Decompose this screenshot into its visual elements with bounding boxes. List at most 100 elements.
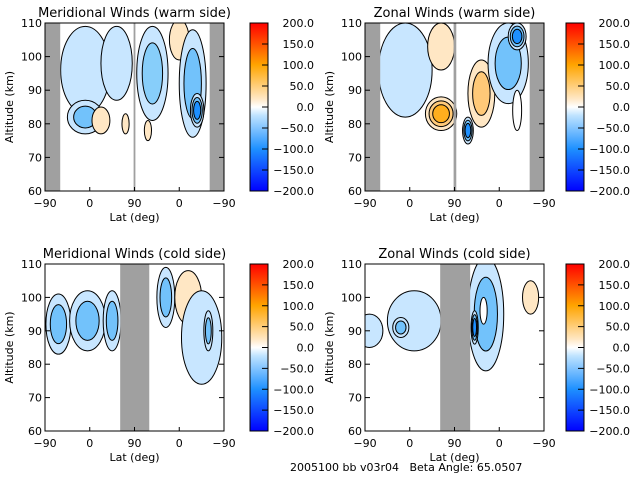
y-tick-label: 80: [28, 358, 42, 371]
contour-region: [159, 277, 173, 318]
colorbar-label: −100.0: [273, 383, 314, 396]
colorbar-label: −100.0: [589, 383, 630, 396]
y-axis-label: Altitude (km): [3, 71, 16, 143]
contour-region: [479, 296, 488, 325]
y-tick-label: 90: [28, 325, 42, 338]
colorbar-label: −50.0: [280, 122, 314, 135]
colorbar-label: 100.0: [599, 300, 631, 313]
colorbar-label: 200.0: [283, 258, 315, 271]
colorbar-label: −200.0: [273, 425, 314, 438]
x-axis-label: Lat (deg): [110, 211, 160, 224]
colorbar-label: −200.0: [589, 425, 630, 438]
contour-region: [105, 300, 119, 341]
contour-region: [427, 23, 455, 71]
x-tick-label: −90: [353, 437, 376, 450]
x-axis-label: Lat (deg): [430, 211, 480, 224]
y-tick-label: 80: [28, 118, 42, 131]
x-tick-label: 0: [86, 437, 93, 450]
contour-region: [472, 71, 491, 116]
colorbar-label: 150.0: [283, 279, 315, 292]
no-data-region: [529, 23, 544, 191]
x-tick-label: 0: [406, 437, 413, 450]
colorbar-label: 200.0: [599, 258, 631, 271]
colorbar-label: −100.0: [273, 143, 314, 156]
x-tick-label: 90: [448, 437, 462, 450]
contour-region: [522, 280, 540, 315]
y-axis-label: Altitude (km): [3, 311, 16, 383]
y-tick-label: 90: [348, 325, 362, 338]
contour-region: [395, 320, 407, 335]
y-tick-label: 110: [21, 17, 42, 30]
x-tick-label: −90: [33, 197, 56, 210]
x-tick-label: 0: [406, 197, 413, 210]
colorbar-label: −150.0: [589, 404, 630, 417]
no-data-region: [209, 23, 224, 191]
x-tick-label: 0: [496, 437, 503, 450]
footer-text: 2005100 bb v03r04 Beta Angle: 65.0507: [290, 461, 522, 474]
x-tick-label: −90: [33, 437, 56, 450]
y-tick-label: 70: [28, 392, 42, 405]
contour-region: [432, 104, 450, 124]
colorbar-label: −100.0: [589, 143, 630, 156]
contour-region: [100, 25, 133, 101]
y-axis-label: Altitude (km): [323, 71, 336, 143]
contour-region: [121, 113, 130, 135]
contour-region: [512, 89, 523, 132]
contour-region: [511, 28, 523, 45]
colorbar-label: 50.0: [606, 321, 631, 334]
contour-region: [91, 106, 111, 135]
contour-layer: [365, 264, 540, 431]
plot-title: Zonal Winds (warm side): [374, 6, 536, 21]
colorbar-label: 100.0: [283, 300, 315, 313]
contour-region: [143, 119, 153, 142]
y-tick-label: 80: [348, 118, 362, 131]
colorbar-label: 50.0: [290, 321, 315, 334]
colorbar-label: 50.0: [606, 80, 631, 93]
x-tick-label: 0: [176, 437, 183, 450]
colorbar-label: −150.0: [589, 164, 630, 177]
x-tick-label: −90: [532, 197, 555, 210]
panel-3: Zonal Winds (cold side)11010090807060−90…: [323, 247, 630, 464]
colorbar-label: 150.0: [599, 38, 631, 51]
colorbar-label: 0.0: [613, 342, 631, 355]
x-tick-label: 0: [176, 197, 183, 210]
y-tick-label: 100: [21, 291, 42, 304]
y-tick-label: 100: [341, 51, 362, 64]
x-tick-label: −90: [212, 437, 235, 450]
no-data-region: [453, 23, 457, 191]
y-tick-label: 90: [348, 84, 362, 97]
no-data-region: [45, 23, 61, 191]
colorbar-label: 200.0: [283, 17, 315, 30]
y-tick-label: 60: [28, 185, 42, 198]
colorbar-label: −200.0: [273, 185, 314, 198]
x-tick-label: −90: [353, 197, 376, 210]
colorbar-label: 100.0: [599, 59, 631, 72]
contour-layer: [45, 264, 223, 431]
panel-1: Zonal Winds (warm side)11010090807060−90…: [323, 6, 630, 224]
y-tick-label: 70: [348, 392, 362, 405]
y-tick-label: 110: [341, 258, 362, 271]
no-data-region: [120, 264, 150, 431]
colorbar-label: −200.0: [589, 185, 630, 198]
plot-title: Meridional Winds (warm side): [38, 6, 231, 21]
plot-title: Meridional Winds (cold side): [43, 247, 226, 262]
panel-2: Meridional Winds (cold side)110 100 90 80 70…: [3, 247, 314, 464]
x-tick-label: −90: [532, 437, 555, 450]
y-tick-label: 60: [28, 425, 42, 438]
colorbar-label: −150.0: [273, 164, 314, 177]
contour-region: [377, 23, 433, 118]
colorbar-label: −50.0: [596, 362, 630, 375]
x-tick-label: 90: [128, 437, 142, 450]
y-tick-label: 70: [348, 151, 362, 164]
y-axis-label: Altitude (km): [323, 311, 336, 383]
contour-region: [365, 313, 384, 348]
x-axis-label: Lat (deg): [110, 451, 160, 464]
no-data-region: [133, 23, 136, 191]
contour-region: [49, 304, 68, 345]
colorbar-label: 150.0: [599, 279, 631, 292]
y-tick-label: 100: [21, 51, 42, 64]
colorbar-label: 50.0: [290, 80, 315, 93]
contour-region: [180, 290, 223, 385]
y-tick-label: 60: [348, 425, 362, 438]
